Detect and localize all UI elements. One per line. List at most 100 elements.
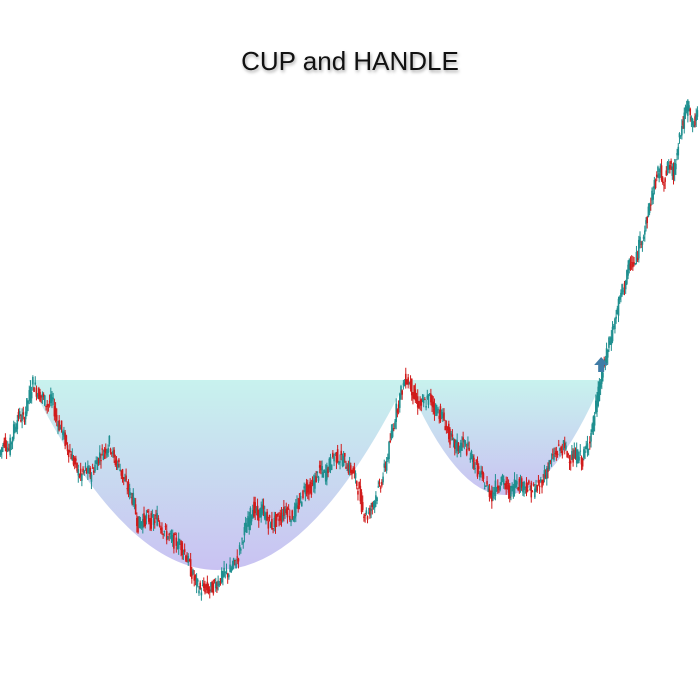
candle-body xyxy=(595,400,597,413)
candle-body xyxy=(17,411,20,418)
candle-body xyxy=(229,564,231,573)
candle-body xyxy=(449,429,451,445)
candle-body xyxy=(256,505,259,517)
candle-body xyxy=(163,531,166,533)
candle-body xyxy=(91,467,94,469)
candle-body xyxy=(609,341,611,345)
candle-body xyxy=(688,105,690,111)
candle-body xyxy=(657,166,659,173)
candle-body xyxy=(286,507,289,518)
candle-body xyxy=(107,448,109,453)
candle-body xyxy=(38,388,40,400)
candle-body xyxy=(367,512,370,514)
candle-body xyxy=(586,443,589,453)
candle-body xyxy=(2,445,4,447)
candle-body xyxy=(482,473,485,479)
candle-body xyxy=(517,487,519,490)
candle-body xyxy=(498,488,500,490)
candle-body xyxy=(477,466,480,470)
candle-body xyxy=(495,487,498,492)
candle-body xyxy=(450,433,452,435)
candle-body xyxy=(48,401,51,403)
candle-body xyxy=(250,515,253,522)
candle-body xyxy=(557,444,560,446)
candle-body xyxy=(404,373,407,385)
candle-body xyxy=(598,381,601,402)
candle-body xyxy=(518,478,521,490)
candle-body xyxy=(366,516,369,520)
candle-body xyxy=(115,459,118,464)
candle-body xyxy=(311,483,314,485)
candle-body xyxy=(431,395,433,407)
candle-body xyxy=(430,393,432,403)
candle-body xyxy=(487,486,490,492)
candle-body xyxy=(531,491,534,493)
candle-body xyxy=(297,505,300,510)
candle-body xyxy=(655,174,658,178)
candle-body xyxy=(23,419,26,423)
candle-body xyxy=(57,424,59,427)
candle-body xyxy=(543,470,546,479)
candle-body xyxy=(636,257,639,260)
candle-body xyxy=(231,564,234,570)
candle-body xyxy=(299,496,302,500)
candle-body xyxy=(153,520,156,524)
candle-body xyxy=(663,184,665,186)
candle-body xyxy=(647,206,650,217)
candle-body xyxy=(214,581,217,589)
candle-body xyxy=(382,476,384,483)
candle-body xyxy=(489,492,492,496)
candle-body xyxy=(247,516,249,527)
candle-body xyxy=(369,507,371,516)
candle-body xyxy=(272,528,274,530)
candle-body xyxy=(364,514,366,516)
candle-body xyxy=(379,487,382,489)
candle-body xyxy=(475,460,478,462)
candle-body xyxy=(532,484,535,486)
candle-body xyxy=(273,517,276,528)
candle-body xyxy=(681,125,683,136)
candle-body xyxy=(49,394,52,404)
candle-body xyxy=(189,559,192,577)
candle-body xyxy=(22,412,25,415)
candle-body xyxy=(388,441,390,460)
candle-body xyxy=(409,381,412,390)
candle-body xyxy=(397,404,400,409)
candle-body xyxy=(548,460,550,470)
candle-body xyxy=(164,526,167,528)
candle-body xyxy=(119,469,121,471)
candle-body xyxy=(491,490,493,502)
candle-body xyxy=(387,457,389,460)
candle-body xyxy=(42,394,45,398)
candle-body xyxy=(284,508,286,513)
candle-body xyxy=(342,455,345,466)
breakout-arrow-shape xyxy=(594,357,609,372)
candle-body xyxy=(26,398,28,414)
candle-body xyxy=(328,458,331,471)
candle-body xyxy=(544,474,547,478)
candle-body xyxy=(578,456,580,461)
candle-body xyxy=(148,514,150,522)
candle-body xyxy=(547,469,549,472)
candle-body xyxy=(592,416,595,432)
candle-body xyxy=(78,475,81,478)
candle-body xyxy=(623,283,626,289)
candle-body xyxy=(12,424,15,439)
candle-body xyxy=(24,411,27,420)
candle-body xyxy=(85,468,88,473)
candle-body xyxy=(289,515,291,520)
candle-body xyxy=(106,450,108,456)
candle-body xyxy=(446,426,449,431)
candle-body xyxy=(303,486,305,489)
candle-body xyxy=(463,440,466,443)
candle-body xyxy=(682,120,684,126)
candle-body xyxy=(416,396,419,408)
candle-body xyxy=(479,472,481,478)
candle-body xyxy=(179,543,181,545)
candle-body xyxy=(499,485,501,490)
cup-region xyxy=(28,380,407,570)
candle-body xyxy=(6,448,9,451)
candle-body xyxy=(11,437,14,443)
candle-body xyxy=(602,372,604,378)
candle-body xyxy=(275,514,278,521)
